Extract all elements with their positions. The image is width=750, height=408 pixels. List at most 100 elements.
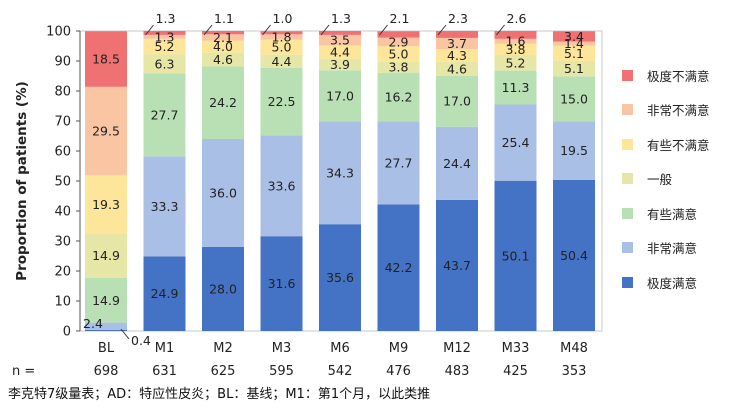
data-label: 4.6: [213, 52, 233, 67]
y-tick-label: 80: [54, 85, 71, 100]
data-label: 3.9: [330, 57, 350, 72]
data-label: 17.0: [443, 94, 471, 109]
data-label: 1.1: [214, 11, 234, 26]
bar-segment: [85, 86, 127, 176]
data-label: 50.4: [560, 248, 588, 263]
data-label: 6.3: [155, 56, 175, 71]
bar-segment: [202, 34, 244, 41]
data-label: 50.1: [502, 248, 530, 263]
legend-item: 有些满意: [622, 196, 750, 231]
data-label: 1.3: [155, 29, 175, 44]
x-tick-label: BL: [98, 341, 115, 356]
bar-segment: [319, 224, 361, 331]
bar-segment: [260, 54, 303, 68]
legend-item: 有些不满意: [622, 127, 750, 162]
bar-segment: [553, 61, 595, 77]
legend-label: 非常满意: [647, 241, 698, 257]
bar-segment: [494, 38, 537, 44]
bar-segment: [494, 55, 537, 71]
label-leader-line: [120, 328, 130, 340]
bar-segment: [260, 135, 303, 237]
y-tick-label: 10: [54, 295, 71, 310]
legend-label: 有些满意: [647, 206, 698, 222]
bar-segment: [553, 45, 595, 61]
bar-segment: [85, 233, 127, 278]
label-leader-line: [437, 24, 447, 36]
legend-swatch: [622, 104, 633, 116]
data-label: 34.3: [326, 165, 354, 180]
label-leader-line: [203, 24, 213, 36]
n-value: 353: [562, 364, 587, 379]
data-label: 15.0: [560, 91, 588, 106]
bar-segment: [377, 31, 420, 38]
legend-swatch: [622, 69, 633, 81]
bar-segment: [143, 73, 186, 157]
bar-segment: [319, 34, 361, 46]
data-label: 5.0: [389, 46, 409, 61]
label-leader-line: [262, 24, 271, 36]
bar-segment: [377, 72, 420, 122]
data-label: 1.0: [273, 11, 293, 26]
data-label: 2.9: [389, 34, 409, 49]
bar-segment: [202, 66, 244, 139]
legend-swatch: [622, 276, 633, 288]
data-label: 22.5: [268, 94, 296, 109]
chart-legend: 极度不满意 非常不满意 有些不满意 一般 有些满意 非常满意 极度满意: [622, 58, 750, 300]
data-label: 1.3: [156, 11, 176, 26]
x-tick-label: M1: [155, 341, 175, 356]
data-label: 25.4: [502, 135, 530, 150]
data-label: 1.8: [272, 30, 292, 45]
bar-segment: [436, 199, 478, 331]
x-tick-label: M48: [560, 341, 588, 356]
bar-segment: [494, 43, 537, 55]
bar-segment: [143, 156, 186, 257]
bar-segment: [436, 31, 478, 38]
data-label: 3.5: [330, 33, 350, 48]
data-label: 16.2: [385, 90, 413, 105]
bar-segment: [377, 37, 420, 47]
data-label: 17.0: [326, 88, 354, 103]
label-leader-line: [145, 24, 154, 36]
bar-segment: [377, 61, 420, 73]
bar-segment: [319, 70, 361, 122]
bar-segment: [260, 39, 303, 55]
label-leader-line: [320, 24, 330, 36]
n-value: 483: [445, 364, 470, 379]
data-label: 24.9: [151, 286, 179, 301]
n-value: 595: [269, 364, 294, 379]
legend-item: 极度不满意: [622, 58, 750, 93]
data-label: 4.6: [447, 61, 467, 76]
data-label: 36.0: [209, 186, 237, 201]
data-label: 3.8: [389, 60, 409, 75]
y-tick-label: 60: [54, 145, 71, 160]
y-tick-label: 90: [54, 55, 71, 70]
data-label: 4.0: [213, 39, 233, 54]
y-tick-label: 20: [54, 265, 71, 280]
bar-segment: [260, 236, 303, 331]
data-label: 1.4: [564, 36, 584, 51]
data-label: 27.7: [385, 155, 413, 170]
data-label: 33.6: [268, 178, 296, 193]
legend-item: 极度满意: [622, 265, 750, 300]
bar-segment: [553, 179, 595, 331]
data-label: 3.8: [506, 42, 526, 57]
data-label: 5.2: [155, 39, 175, 54]
legend-label: 有些不满意: [647, 137, 710, 153]
bar-segment: [143, 54, 186, 74]
bar-segment: [143, 38, 186, 55]
legend-label: 极度满意: [647, 275, 698, 291]
n-value: 625: [211, 364, 236, 379]
legend-swatch: [622, 207, 633, 219]
x-tick-label: M2: [213, 341, 233, 356]
bar-segment: [319, 45, 361, 59]
legend-label: 非常不满意: [647, 103, 710, 119]
x-tick-label: M33: [502, 341, 530, 356]
data-label: 42.2: [385, 260, 413, 275]
chart-footnote: 李克特7级量表；AD：特应性皮炎；BL：基线；M1：第1个月，以此类推: [8, 387, 431, 402]
data-label: 31.6: [268, 276, 296, 291]
data-label: 11.3: [502, 80, 530, 95]
data-label: 35.6: [326, 270, 354, 285]
data-label: 2.6: [507, 11, 527, 26]
bar-segment: [143, 31, 186, 35]
n-row-label: n =: [12, 364, 35, 379]
